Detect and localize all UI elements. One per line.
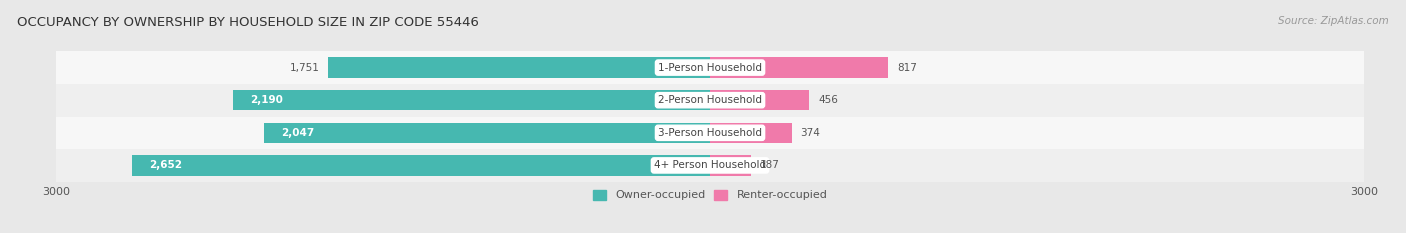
Text: 1,751: 1,751 bbox=[290, 63, 319, 72]
Text: 817: 817 bbox=[897, 63, 917, 72]
Text: 4+ Person Household: 4+ Person Household bbox=[654, 161, 766, 170]
Text: 2,190: 2,190 bbox=[250, 95, 283, 105]
Bar bbox=[56, 51, 1364, 84]
Text: 2-Person Household: 2-Person Household bbox=[658, 95, 762, 105]
Bar bbox=[56, 149, 1364, 182]
Text: 187: 187 bbox=[759, 161, 779, 170]
Bar bbox=[264, 123, 710, 143]
Text: 374: 374 bbox=[800, 128, 820, 138]
Text: 1-Person Household: 1-Person Household bbox=[658, 63, 762, 72]
Bar bbox=[56, 84, 1364, 116]
Bar bbox=[132, 155, 710, 175]
Text: OCCUPANCY BY OWNERSHIP BY HOUSEHOLD SIZE IN ZIP CODE 55446: OCCUPANCY BY OWNERSHIP BY HOUSEHOLD SIZE… bbox=[17, 16, 479, 29]
Text: 2,652: 2,652 bbox=[149, 161, 183, 170]
Text: Source: ZipAtlas.com: Source: ZipAtlas.com bbox=[1278, 16, 1389, 26]
Bar bbox=[710, 58, 889, 78]
Bar bbox=[233, 90, 710, 110]
Bar bbox=[710, 123, 792, 143]
Bar bbox=[56, 116, 1364, 149]
Bar bbox=[329, 58, 710, 78]
Text: 2,047: 2,047 bbox=[281, 128, 315, 138]
Bar bbox=[710, 155, 751, 175]
Text: 3-Person Household: 3-Person Household bbox=[658, 128, 762, 138]
Bar bbox=[710, 90, 810, 110]
Legend: Owner-occupied, Renter-occupied: Owner-occupied, Renter-occupied bbox=[588, 185, 832, 205]
Text: 456: 456 bbox=[818, 95, 838, 105]
